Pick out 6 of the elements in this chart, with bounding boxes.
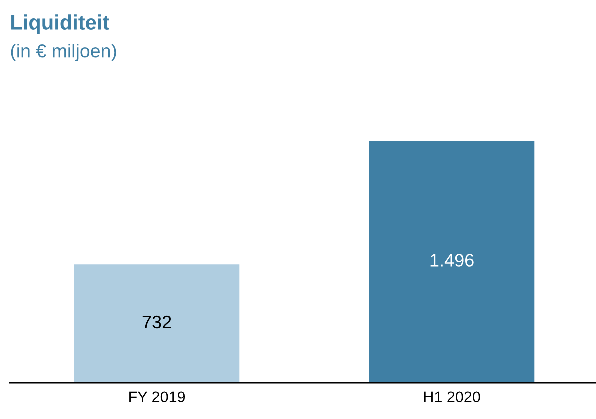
data-label: 732 bbox=[142, 316, 172, 329]
data-label: 1.496 bbox=[430, 254, 474, 267]
x-tick-label: FY 2019 bbox=[130, 392, 186, 403]
chart-subtitle: (in € miljoen) bbox=[11, 44, 116, 62]
x-tick-label: H1 2020 bbox=[424, 392, 480, 403]
chart-title: Liquiditeit bbox=[12, 14, 110, 34]
